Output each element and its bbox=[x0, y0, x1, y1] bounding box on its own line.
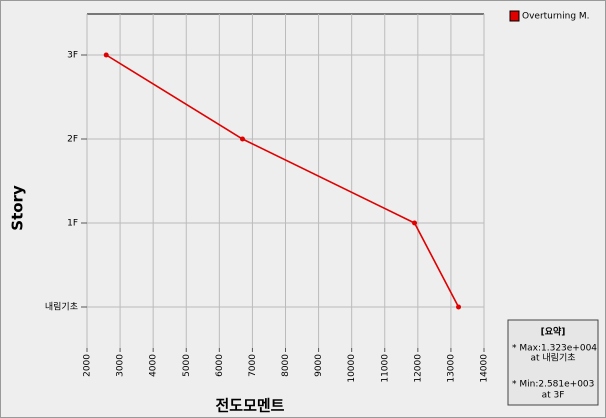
point bbox=[412, 220, 418, 226]
y-tick-label: 1F bbox=[67, 219, 78, 229]
legend-swatch bbox=[509, 10, 520, 22]
summary-text: at 내림기초 bbox=[530, 352, 575, 364]
x-tick-label: 13000 bbox=[446, 354, 456, 383]
summary-text: at 3F bbox=[542, 391, 565, 401]
x-axis-label: 전도모멘트 bbox=[215, 397, 284, 415]
y-axis-label: Story bbox=[9, 185, 27, 231]
x-tick-label: 9000 bbox=[314, 354, 324, 377]
x-tick-label: 4000 bbox=[149, 354, 159, 377]
legend bbox=[506, 8, 598, 26]
summary-text: [요약] bbox=[541, 326, 566, 338]
x-tick-label: 14000 bbox=[480, 354, 490, 383]
x-tick-label: 11000 bbox=[380, 354, 390, 383]
x-tick-label: 3000 bbox=[116, 354, 126, 377]
x-tick-label: 5000 bbox=[182, 354, 192, 377]
y-tick-label: 2F bbox=[67, 135, 78, 145]
y-tick-label: 3F bbox=[67, 51, 78, 61]
line bbox=[105, 54, 460, 308]
x-tick-label: 2000 bbox=[83, 354, 93, 377]
legend-label: Overturning M. bbox=[522, 12, 590, 22]
point bbox=[103, 52, 109, 58]
x-tick-label: 6000 bbox=[215, 354, 225, 377]
x-tick-label: 7000 bbox=[248, 354, 258, 377]
y-tick-label: 내림기초 bbox=[45, 301, 78, 313]
summary-text: * Min:2.581e+003 bbox=[512, 380, 594, 390]
x-tick-label: 10000 bbox=[347, 354, 357, 383]
point bbox=[456, 304, 462, 310]
summary-box bbox=[507, 319, 599, 406]
x-tick-label: 8000 bbox=[281, 354, 291, 377]
x-tick-label: 12000 bbox=[413, 354, 423, 383]
point bbox=[239, 136, 245, 142]
summary-text: * Max:1.323e+004 bbox=[512, 344, 597, 354]
